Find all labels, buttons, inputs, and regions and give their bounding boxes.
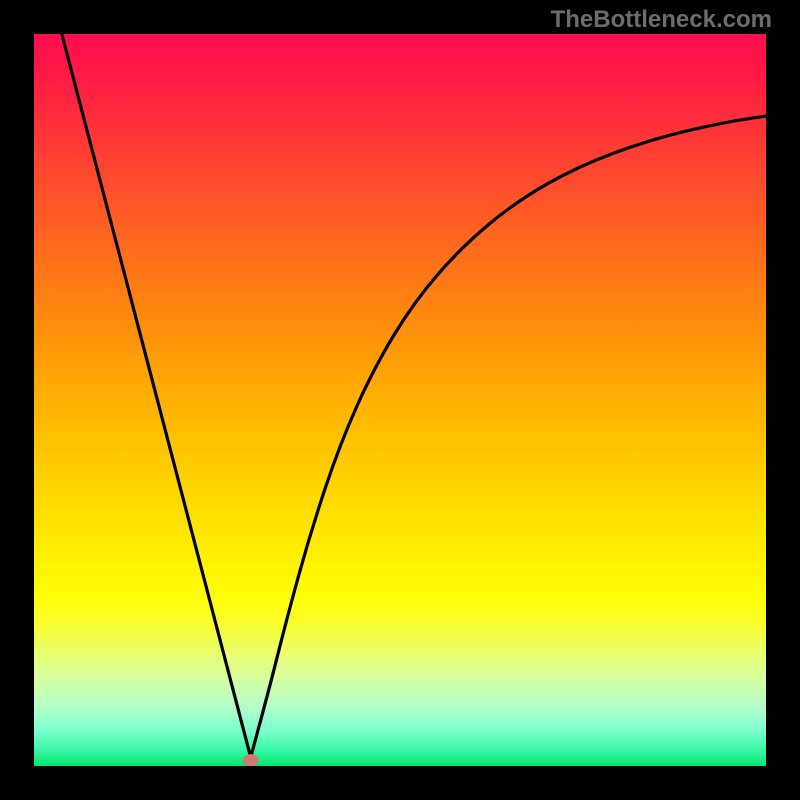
- curve-minimum-marker: [243, 754, 259, 766]
- watermark-text: TheBottleneck.com: [551, 6, 772, 34]
- bottleneck-chart: [0, 0, 800, 800]
- plot-background-gradient: [34, 34, 766, 766]
